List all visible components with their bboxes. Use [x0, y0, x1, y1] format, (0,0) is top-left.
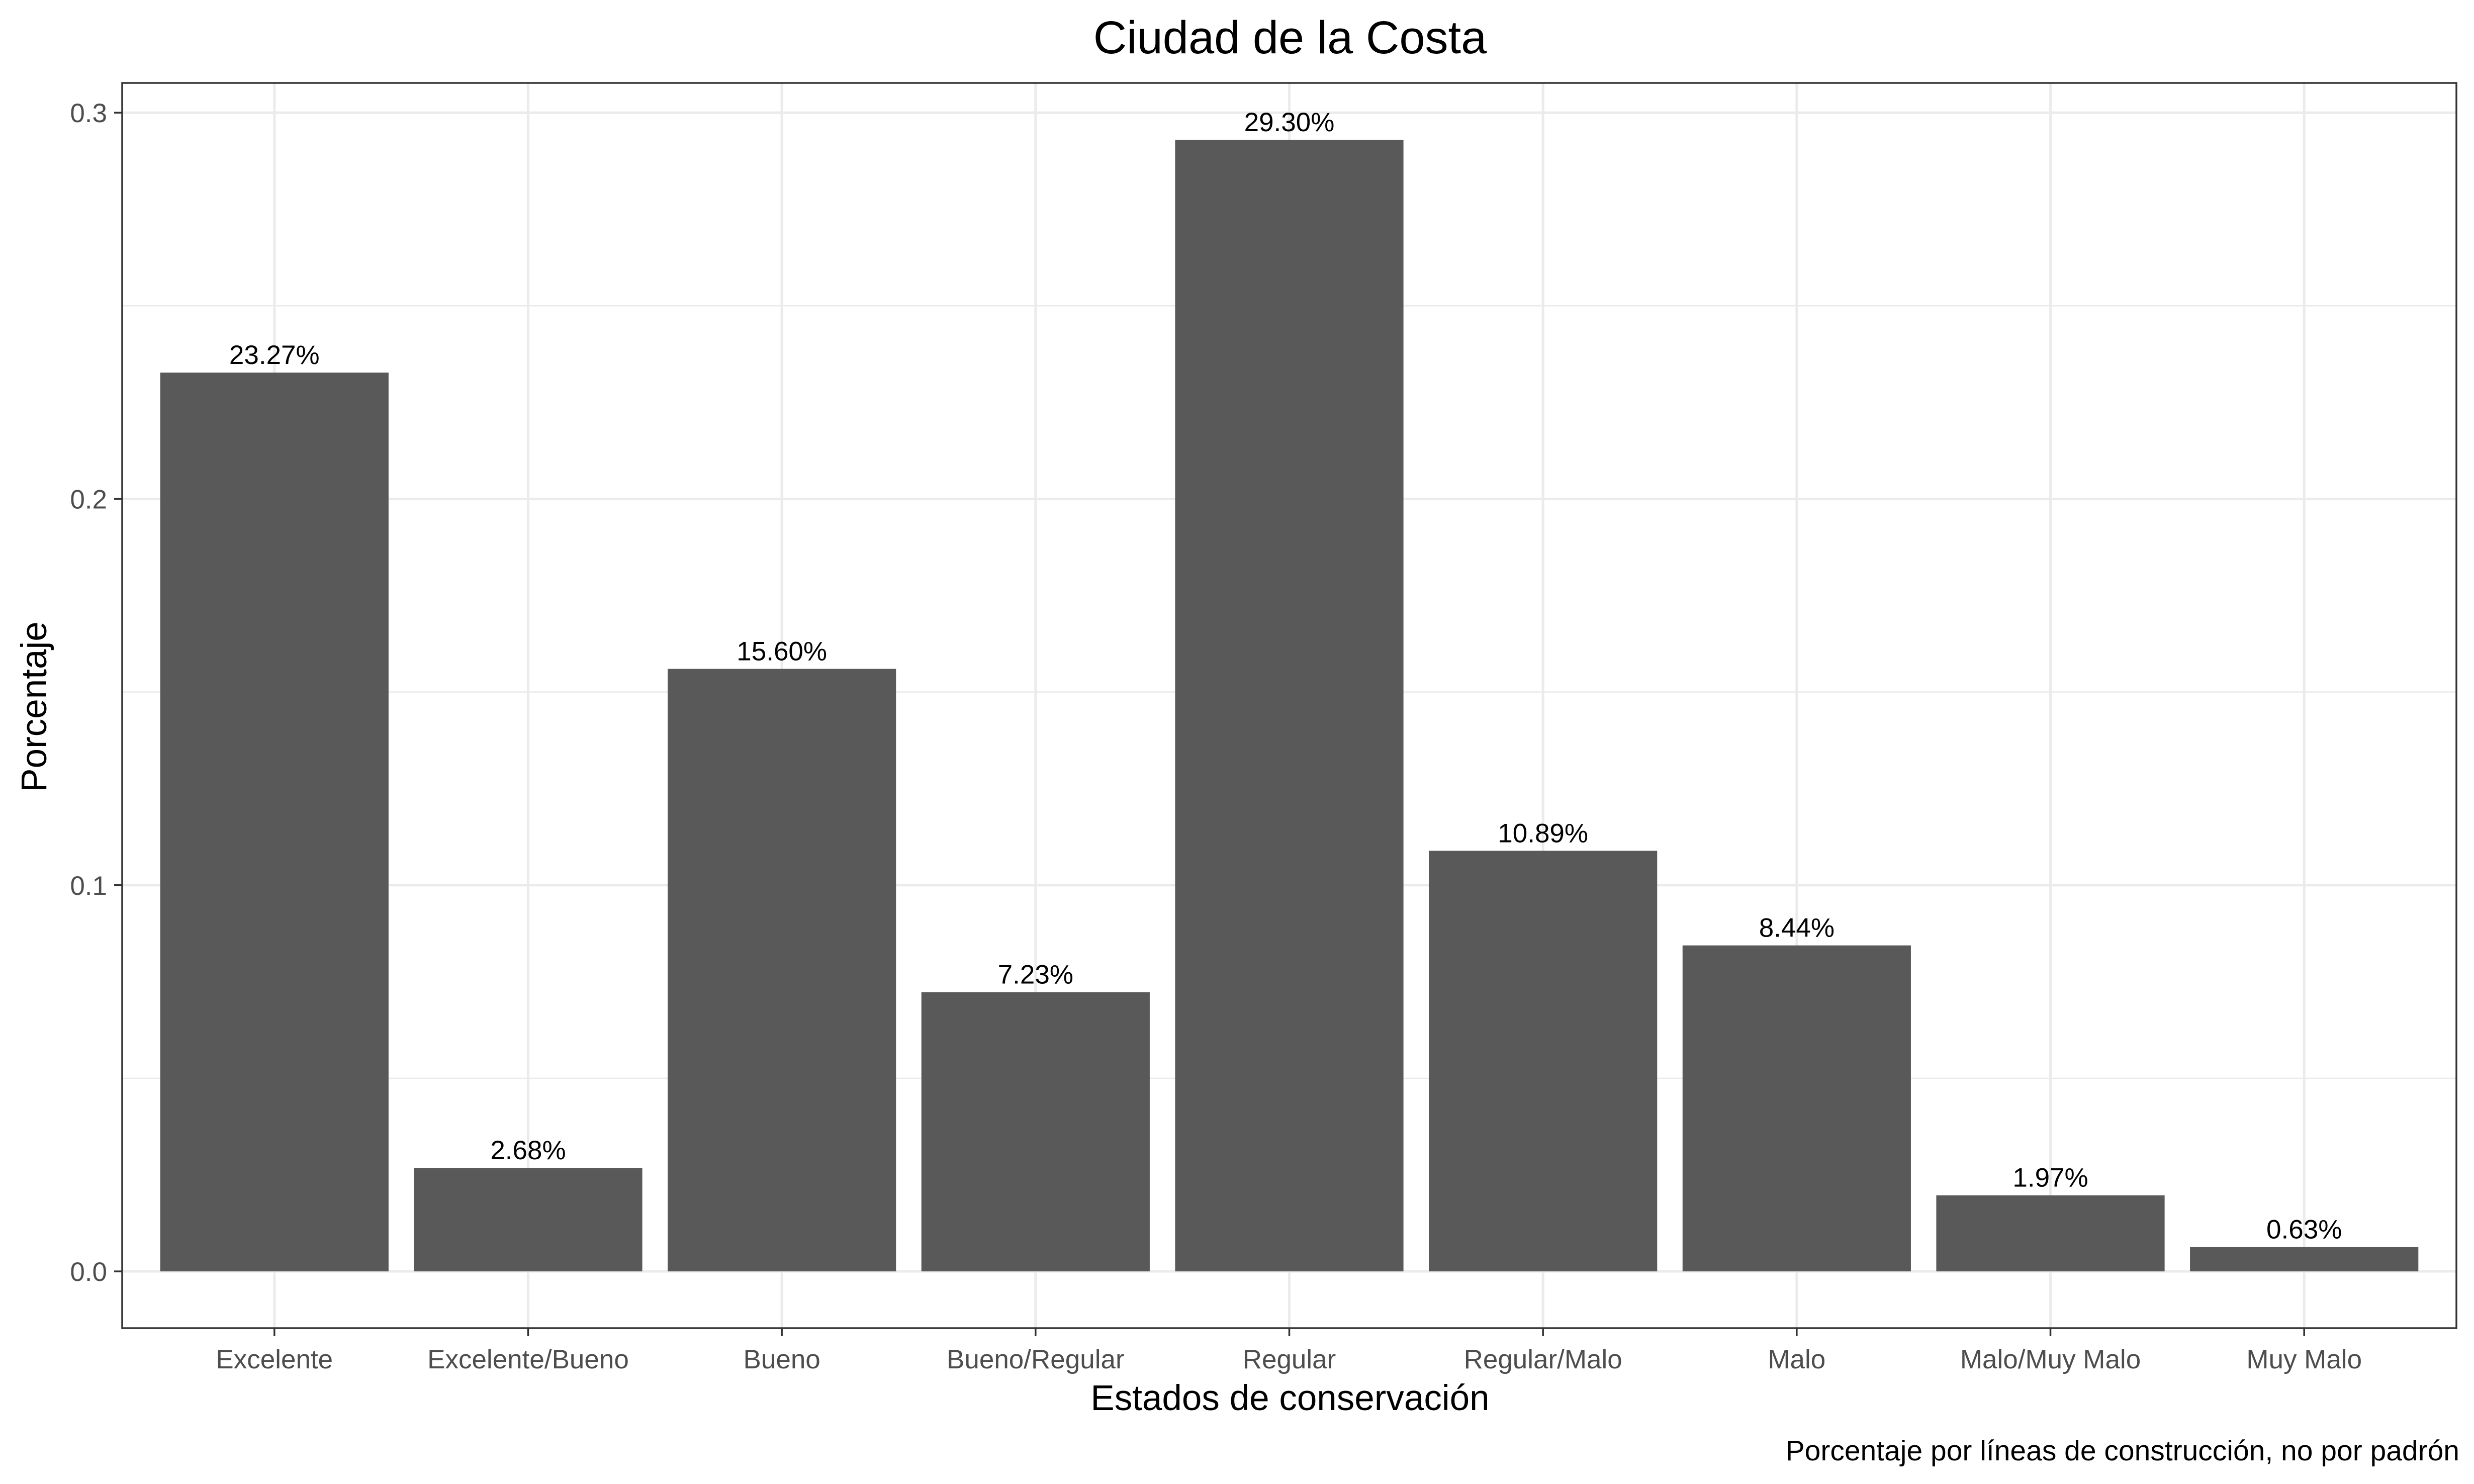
x-axis: Excelente Excelente/Bueno Bueno Bueno/Regul… [216, 1328, 2362, 1374]
bar [1175, 139, 1404, 1272]
bar-data-label: 23.27% [229, 340, 320, 370]
bar [1429, 851, 1658, 1272]
bar-data-label: 29.30% [1244, 108, 1335, 137]
bar [2190, 1247, 2419, 1272]
y-axis-title: Porcentaje [15, 621, 54, 792]
bar-data-label: 0.63% [2266, 1215, 2342, 1245]
y-tick-label: 0.1 [70, 871, 107, 901]
x-tick-label: Regular [1243, 1345, 1336, 1374]
bar-data-label: 10.89% [1498, 818, 1588, 848]
plot-panel: 23.27% 2.68% 15.60% 7.23% 29.30% 10.89% 8.44% 1… [121, 82, 2457, 1329]
x-tick-label: Malo [1768, 1345, 1825, 1374]
x-tick-label: Excelente [216, 1345, 333, 1374]
chart-title: Ciudad de la Costa [1093, 12, 1487, 63]
y-tick-label: 0.0 [70, 1257, 107, 1287]
bar-data-label: 2.68% [490, 1136, 566, 1165]
bar [160, 373, 389, 1272]
bar-data-label: 1.97% [2012, 1163, 2088, 1193]
x-tick-label: Bueno/Regular [947, 1345, 1125, 1374]
y-tick-label: 0.3 [70, 99, 107, 128]
bar [414, 1168, 643, 1272]
bar [1682, 945, 1911, 1272]
x-tick-label: Excelente/Bueno [427, 1345, 629, 1374]
x-tick-label: Muy Malo [2246, 1345, 2362, 1374]
chart-caption: Porcentaje por líneas de construcción, n… [1786, 1435, 2459, 1467]
x-tick-label: Bueno [744, 1345, 820, 1374]
x-tick-label: Regular/Malo [1464, 1345, 1622, 1374]
x-tick-label: Malo/Muy Malo [1960, 1345, 2141, 1374]
x-axis-title: Estados de conservación [1090, 1378, 1489, 1418]
bar [921, 992, 1150, 1272]
y-tick-label: 0.2 [70, 485, 107, 514]
bar-data-label: 15.60% [737, 637, 827, 667]
bar [1936, 1195, 2165, 1272]
bar-data-label: 8.44% [1759, 913, 1835, 943]
data-labels: 23.27% 2.68% 15.60% 7.23% 29.30% 10.89% 8.44% 1… [229, 108, 2342, 1245]
y-axis: 0.0 0.1 0.2 0.3 [70, 99, 122, 1287]
bar-data-label: 7.23% [998, 960, 1073, 990]
bar [668, 669, 896, 1272]
bars [160, 139, 2419, 1272]
